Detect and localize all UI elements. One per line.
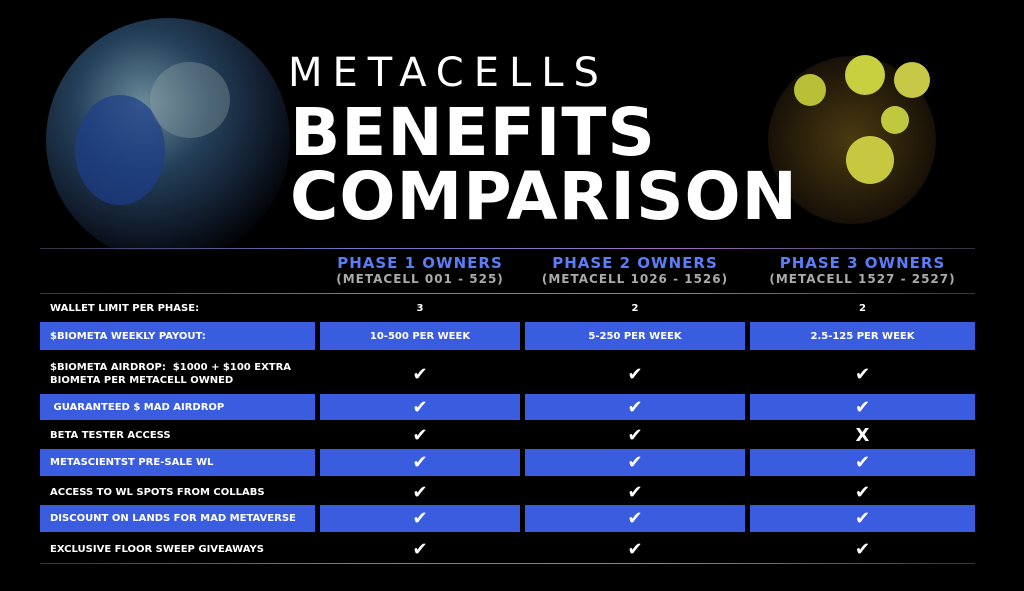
- cell: ✔: [627, 363, 643, 385]
- cell: 2.5-125 PER WEEK: [810, 330, 915, 342]
- row-label: $BIOMETA AIRDROP: $1000 + $100 EXTRA BIO…: [50, 362, 295, 386]
- row-bg: [40, 322, 315, 350]
- row-label: GUARANTEED $ MAD AIRDROP: [50, 401, 225, 413]
- row-bg: [320, 322, 520, 350]
- title-line: COMPARISON: [290, 158, 798, 235]
- row-label: $BIOMETA WEEKLY PAYOUT:: [50, 330, 206, 342]
- cell: ✔: [412, 363, 428, 385]
- cell: 2: [631, 302, 639, 314]
- divider: [40, 248, 975, 249]
- brand: METACELLS: [288, 50, 609, 96]
- cell: ✔: [412, 424, 428, 446]
- cell: ✔: [627, 452, 643, 473]
- divider: [40, 563, 975, 564]
- cell: X: [855, 424, 870, 446]
- cell: 2: [859, 302, 866, 314]
- cell-blob: [794, 74, 826, 106]
- column-name: PHASE 3 OWNERS: [779, 254, 946, 272]
- row-label: WALLET LIMIT PER PHASE:: [50, 302, 200, 314]
- cell: ✔: [412, 396, 428, 418]
- row-bg: [320, 394, 520, 420]
- row-label: EXCLUSIVE FLOOR SWEEP GIVEAWAYS: [50, 543, 264, 555]
- cell: ✔: [854, 538, 871, 560]
- cell: 10-500 PER WEEK: [369, 330, 471, 342]
- row-label: BETA TESTER ACCESS: [50, 429, 171, 441]
- row-bg: [525, 322, 745, 350]
- cell: ✔: [854, 363, 871, 385]
- row-bg: [750, 394, 975, 420]
- cell: ✔: [627, 508, 643, 529]
- cell: ✔: [854, 452, 871, 473]
- row-bg: [525, 449, 745, 476]
- row-bg: [750, 505, 975, 532]
- row-bg: [320, 505, 520, 532]
- column-range: (METACELL 1527 - 2527): [769, 272, 956, 286]
- row-bg: [750, 449, 975, 476]
- row-label: DISCOUNT ON LANDS FOR MAD METAVERSE: [50, 513, 296, 524]
- cell: ✔: [627, 396, 643, 418]
- row-bg: [40, 394, 315, 420]
- sphere-blob: [150, 62, 230, 138]
- column-name: PHASE 2 OWNERS: [552, 254, 718, 272]
- cell-blob: [845, 55, 885, 95]
- cell: ✔: [854, 396, 871, 418]
- cell: ✔: [627, 538, 643, 560]
- column-range: (METACELL 1026 - 1526): [541, 272, 729, 286]
- cell: ✔: [627, 424, 643, 446]
- row-bg: [525, 394, 745, 420]
- cell: ✔: [854, 481, 871, 503]
- row-bg: [320, 449, 520, 476]
- decor: [46, 18, 936, 250]
- cell: ✔: [412, 452, 428, 473]
- row-label: ACCESS TO WL SPOTS FROM COLLABS: [50, 486, 265, 498]
- row-label: METASCIENTST PRE-SALE WL: [50, 457, 214, 468]
- cell-blob: [846, 136, 894, 184]
- sphere-blob: [75, 95, 165, 205]
- row-bg: [525, 505, 745, 532]
- cell: ✔: [854, 508, 871, 529]
- row-bg: [40, 505, 315, 532]
- cell: ✔: [412, 508, 428, 529]
- divider: [40, 293, 975, 294]
- column-range: (METACELL 001 - 525): [336, 272, 504, 286]
- cell: 5-250 PER WEEK: [588, 330, 682, 342]
- cell: ✔: [412, 481, 428, 503]
- cell: ✔: [412, 538, 428, 560]
- cell: ✔: [627, 481, 643, 503]
- cell-blob: [881, 106, 909, 134]
- row-bg: [40, 449, 315, 476]
- cell-blob: [894, 62, 930, 98]
- cell: 3: [416, 302, 424, 314]
- title-line: BENEFITS: [290, 94, 656, 171]
- row-bg: [750, 322, 975, 350]
- column-name: PHASE 1 OWNERS: [337, 254, 503, 272]
